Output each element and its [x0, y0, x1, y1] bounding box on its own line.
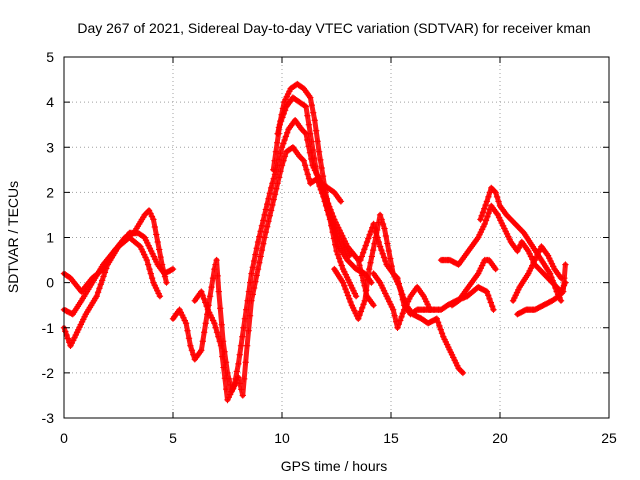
y-tick-label: 0	[46, 275, 54, 291]
x-tick-label: 20	[492, 430, 508, 446]
x-tick-label: 10	[274, 430, 290, 446]
axis-ticks	[63, 56, 610, 419]
series-arc-16	[509, 243, 565, 304]
y-tick-label: 4	[46, 94, 54, 110]
y-tick-label: 1	[46, 230, 54, 246]
series-markers	[274, 80, 375, 286]
y-tick-label: -1	[42, 320, 55, 336]
series-markers	[370, 270, 434, 331]
y-axis-label: SDTVAR / TECUs	[5, 181, 21, 293]
series-band	[371, 271, 433, 331]
axis-tick-labels: 0 5 10 15 20 25 -3 -2 -1 0 1 2 3 4 5	[42, 49, 617, 446]
y-tick-label: -2	[42, 365, 55, 381]
series-arc-8	[318, 180, 345, 205]
series-markers	[318, 180, 345, 205]
series-markers	[509, 243, 565, 304]
y-tick-label: 5	[46, 49, 54, 65]
y-tick-label: -3	[42, 410, 55, 426]
x-tick-label: 15	[383, 430, 399, 446]
series-arc-15	[514, 261, 569, 318]
x-tick-label: 0	[60, 430, 68, 446]
y-tick-label: 2	[46, 184, 54, 200]
series-arc-11	[370, 270, 434, 331]
series-arc-13	[477, 184, 565, 304]
series-arc-14	[448, 256, 499, 309]
x-axis-label: GPS time / hours	[281, 458, 388, 474]
y-tick-label: 3	[46, 139, 54, 155]
series-arc-7	[274, 80, 375, 286]
x-tick-label: 5	[169, 430, 177, 446]
data-marks	[60, 80, 569, 404]
series-markers	[477, 184, 565, 304]
chart-title: Day 267 of 2021, Sidereal Day-to-day VTE…	[77, 20, 590, 36]
series-band	[192, 117, 377, 403]
x-tick-label: 25	[601, 430, 617, 446]
series-band	[357, 221, 466, 376]
series-markers	[448, 256, 499, 309]
series-markers	[514, 261, 569, 318]
series-arc-5	[191, 117, 377, 404]
